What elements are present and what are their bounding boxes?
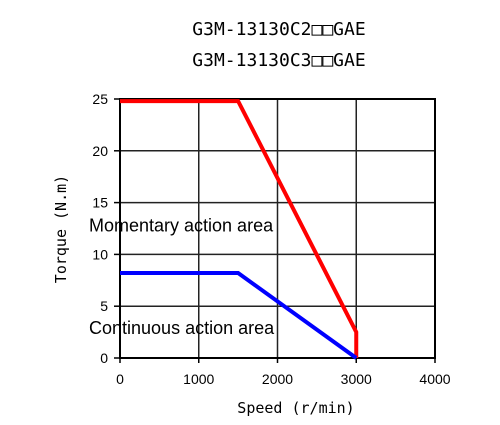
annotation-2: Continuous action area — [89, 318, 275, 338]
series-line-1 — [120, 99, 359, 358]
y-tick-label: 5 — [100, 298, 108, 314]
y-tick-label: 10 — [92, 246, 108, 262]
annotation-1: Momentary action area — [89, 216, 274, 236]
y-tick-label: 0 — [100, 350, 108, 366]
x-tick-label: 0 — [116, 371, 124, 387]
x-axis-label: Speed (r/min) — [237, 399, 354, 417]
y-tick-label: 20 — [92, 143, 108, 159]
x-tick-label: 3000 — [341, 371, 372, 387]
y-tick-label: 15 — [92, 195, 108, 211]
area-annotations: Momentary action area Continuous action a… — [89, 216, 275, 339]
x-tick-label: 1000 — [183, 371, 214, 387]
chart-title-line-2: G3M-13130C3□□GAE — [192, 50, 365, 71]
y-tick-label: 25 — [92, 91, 108, 107]
series-lines — [120, 99, 359, 360]
x-tick-label: 2000 — [262, 371, 293, 387]
axis-ticks: 0 1000 2000 3000 4000 0 5 10 15 20 25 — [92, 91, 450, 387]
y-axis-label: Torque (N.m) — [52, 175, 70, 283]
series-line-2 — [120, 271, 358, 360]
chart-title-line-1: G3M-13130C2□□GAE — [192, 19, 365, 40]
x-tick-label: 4000 — [419, 371, 450, 387]
